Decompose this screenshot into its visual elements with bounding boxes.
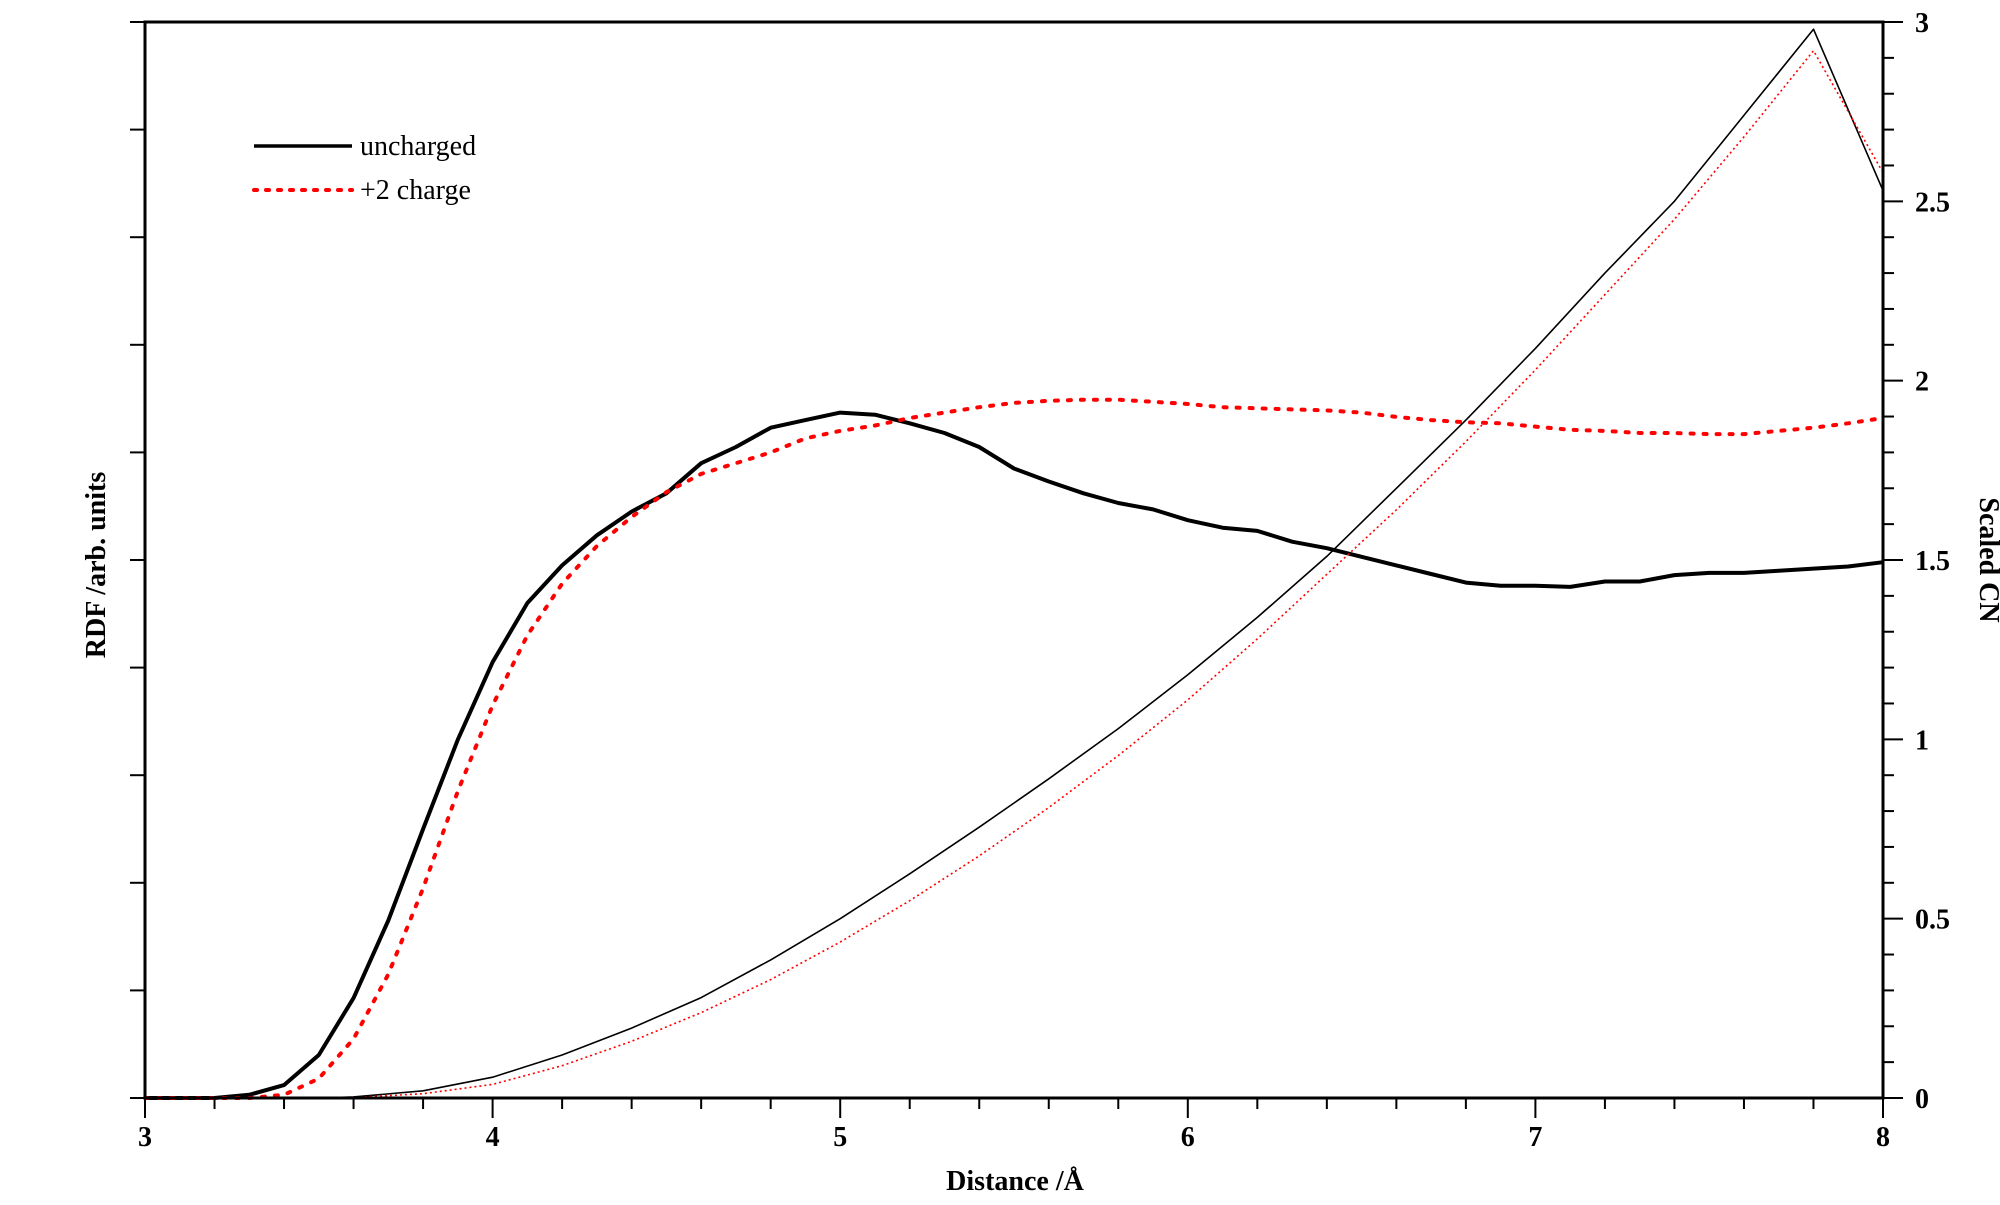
legend: uncharged +2 charge [252,131,476,206]
y-right-tick-label: 0.5 [1915,905,1950,936]
series-layer [143,28,1885,1100]
x-tick-label: 5 [833,1122,847,1153]
x-tick-label: 7 [1528,1122,1542,1153]
y-right-tick-label: 2 [1915,367,1929,398]
y-axis-label-right: Scaled CN [1973,497,2000,622]
y-right-tick-label: 0 [1915,1084,1929,1115]
y-right-tick-label: 1 [1915,725,1929,756]
series-line-uncharged-cn [145,28,1884,1099]
x-tick-label: 8 [1876,1122,1890,1153]
x-axis-label: Distance /Å [946,1166,1084,1197]
y-right-tick-label: 3 [1915,8,1929,39]
y-axis-label-left: RDF /arb. units [81,472,112,659]
x-tick-label: 3 [138,1122,152,1153]
y-right-tick-label: 1.5 [1915,546,1950,577]
y-right-tick-label: 2.5 [1915,187,1950,218]
x-tick-label: 6 [1181,1122,1195,1153]
series-line-2-charge [143,397,1885,1100]
legend-label-uncharged: uncharged [360,131,476,162]
axes-layer: 3 4 5 6 7 80 0.5 1 1.5 2 2.5 3 [130,8,1950,1153]
series-line-2-charge-cn [145,49,1884,1099]
series-line-uncharged [145,410,1884,1100]
x-tick-label: 4 [486,1122,500,1153]
legend-label-charged: +2 charge [360,175,471,206]
